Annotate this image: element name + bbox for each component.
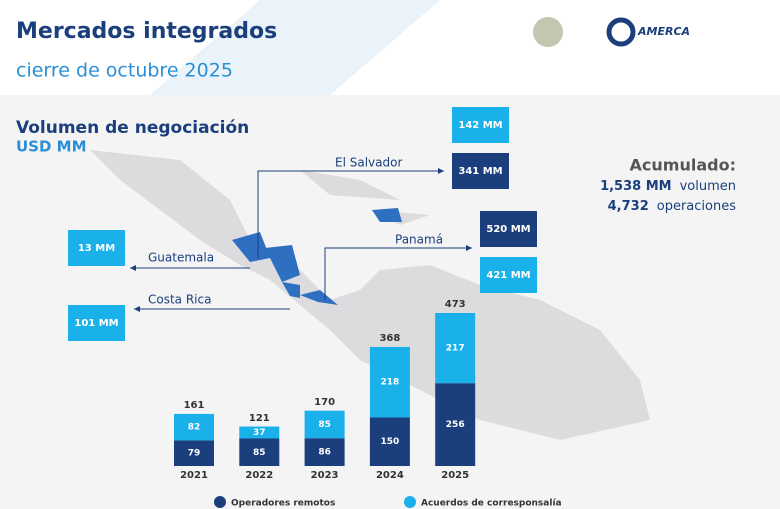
accumulated-operations: 4,732 operaciones [608,199,737,214]
x-tick-label: 2024 [376,470,404,481]
x-tick-label: 2022 [245,470,273,481]
callout-value: 520 MM [486,224,530,235]
callout-value: 101 MM [74,318,118,329]
total-label: 170 [314,397,335,408]
total-label: 121 [249,413,270,424]
bar-segment [174,413,214,441]
callout-value: 142 MM [458,120,502,131]
title: Mercados integrados [16,19,277,44]
total-label: 473 [445,299,466,310]
header-decoration [150,0,440,95]
total-label: 368 [379,333,400,344]
country-name: Panamá [395,233,443,247]
callout-lines [130,168,472,312]
callout-value: 341 MM [458,166,502,177]
total-label: 161 [184,400,205,411]
bar-segment [435,383,476,466]
bar-segment [304,410,345,439]
callout-value: 421 MM [486,270,530,281]
segment-label: 256 [446,420,465,430]
callout-box [68,230,125,266]
subtitle: cierre de octubre 2025 [16,60,233,82]
country-name: El Salvador [335,156,402,170]
bar-segment [435,313,476,384]
chart: 79 82 161 2021 85 37 121 2022 86 85 170 2023 150 218 3… [174,299,562,509]
operations-value: 4,732 [608,199,649,214]
country-name: Guatemala [148,251,214,265]
country-name: Costa Rica [148,293,211,307]
section-title: Volumen de negociación [16,118,249,138]
segment-label: 86 [318,448,331,458]
bar-segment [369,346,410,418]
callout-box [480,211,537,247]
bar-segment [239,426,280,439]
callout-box [480,257,537,293]
segment-label: 218 [381,378,400,388]
segment-label: 82 [188,423,201,433]
callout-box [68,305,125,341]
legend-label: Acuerdos de corresponsalía [421,499,562,509]
bar-segment [304,438,345,466]
bar-segment [174,440,214,466]
map-islands [300,170,430,225]
accumulated-title: Acumulado: [630,156,736,175]
volume-value: 1,538 MM [600,179,672,194]
legend-swatch [214,496,226,508]
segment-label: 85 [318,420,331,430]
segment-label: 150 [381,437,400,447]
callout-box [452,107,509,143]
callouts: El Salvador 142 MM 341 MM Guatemala 13 MM Cos… [68,107,537,341]
segment-label: 85 [253,448,266,458]
logo-ring [606,17,636,47]
accumulated-volume: 1,538 MM volumen [600,179,736,194]
segment-label: 217 [446,344,465,354]
section-unit: USD MM [16,138,87,156]
x-tick-label: 2021 [180,470,208,481]
callout-value: 13 MM [78,243,115,254]
volume-label: volumen [680,179,736,194]
map-land [90,150,650,440]
bar-segment [239,438,280,466]
legend-label: Operadores remotos [231,499,335,509]
bar-segment [369,417,410,466]
operations-label: operaciones [657,199,736,214]
logo-mark [533,17,563,47]
x-tick-label: 2025 [441,470,469,481]
legend-swatch [404,496,416,508]
callout-box [452,153,509,189]
logo-text: AMERCA [637,25,690,38]
x-tick-label: 2023 [311,470,339,481]
segment-label: 79 [188,449,201,459]
segment-label: 37 [253,428,266,438]
map-countries [232,208,402,305]
